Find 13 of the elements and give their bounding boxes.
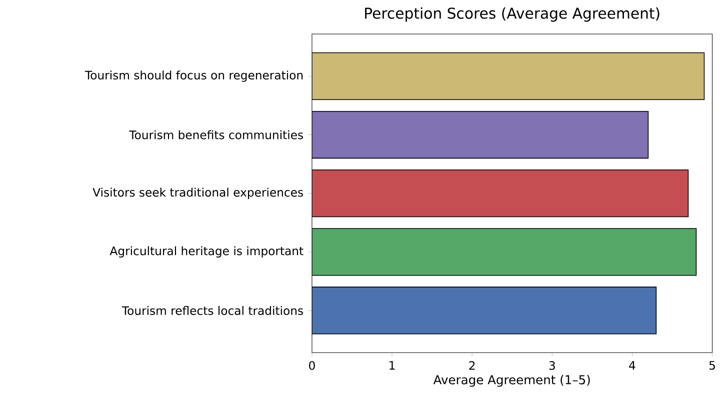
y-tick-label: Tourism reflects local traditions [122,306,303,315]
x-tick-label: 4 [629,360,636,370]
x-tick-label: 5 [709,360,715,370]
chart-title: Perception Scores (Average Agreement) [365,7,660,22]
y-tick-label: Agricultural heritage is important [110,246,304,258]
x-tick-label: 1 [390,360,395,370]
x-tick-label: 3 [549,360,555,370]
x-tick-label: 2 [469,360,475,370]
y-tick-label: Tourism should focus on regeneration [84,70,303,82]
x-tick-label: 0 [309,360,315,370]
x-axis-title: Average Agreement (1–5) [433,374,590,387]
y-tick-label: Tourism benefits communities [129,130,303,140]
y-tick-label: Visitors seek traditional experiences [92,187,303,199]
